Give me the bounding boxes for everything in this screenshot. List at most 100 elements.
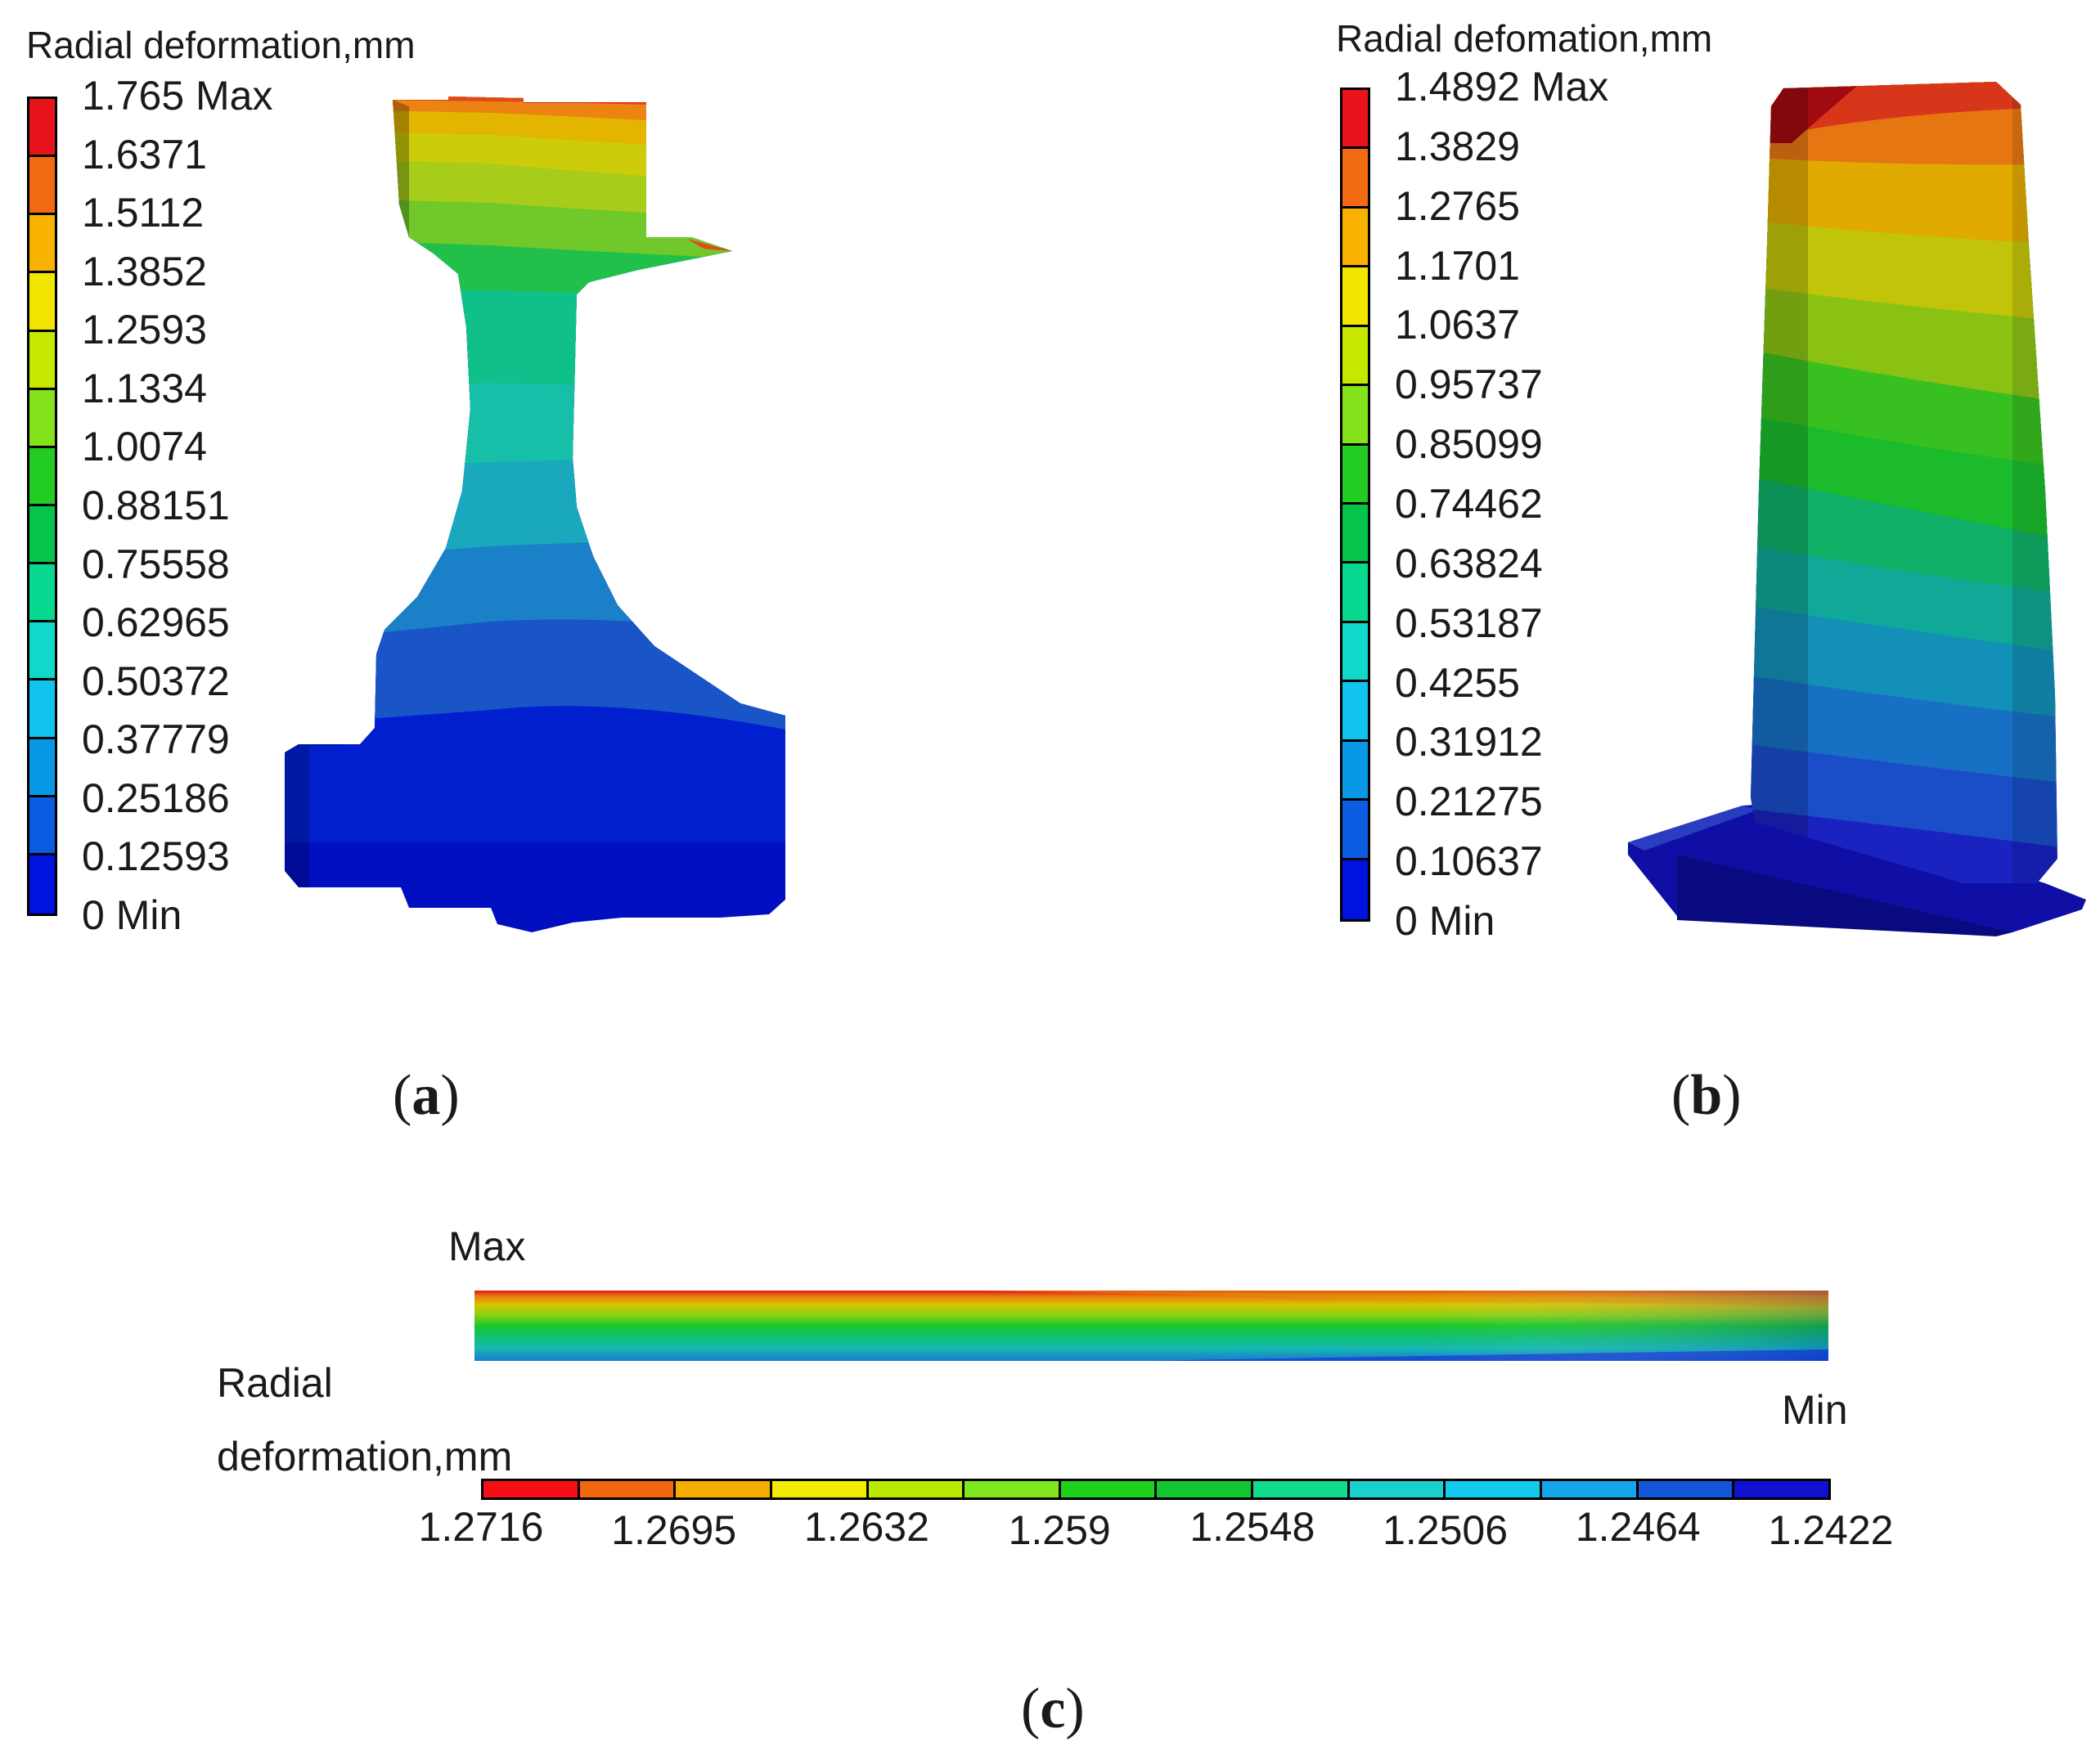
legend-tick-label: 1.2695 xyxy=(611,1507,737,1553)
legend-color-band xyxy=(771,1481,869,1497)
panel-c-max-label: Max xyxy=(448,1223,526,1269)
legend-tick-label: 1.0074 xyxy=(82,424,207,470)
panel-c-legend-title-line2: deformation,mm xyxy=(217,1434,513,1479)
legend-tick-label: 0.25186 xyxy=(82,774,230,821)
legend-color-band xyxy=(965,1481,1061,1497)
legend-tick-label: 1.1334 xyxy=(82,365,207,411)
legend-tick-label: 1.2506 xyxy=(1383,1507,1509,1553)
legend-tick-label: 0.21275 xyxy=(1395,779,1543,825)
legend-tick-label: 1.2548 xyxy=(1189,1504,1315,1550)
panel-a-caption: (a) xyxy=(393,1063,460,1129)
legend-color-band xyxy=(1446,1481,1543,1497)
legend-tick-label: 0.10637 xyxy=(1395,838,1543,885)
legend-tick-label: 0.74462 xyxy=(1395,481,1543,527)
legend-color-band xyxy=(29,506,55,565)
legend-color-band xyxy=(1342,90,1368,150)
panel-c-min-label: Min xyxy=(1782,1387,1848,1433)
legend-tick-label: 0 Min xyxy=(1395,898,1495,944)
caption-paren-open: ( xyxy=(393,1064,412,1127)
legend-color-band xyxy=(1349,1481,1446,1497)
panel-c-caption: (c) xyxy=(1021,1677,1085,1742)
legend-tick-label: 0.12593 xyxy=(82,833,230,880)
legend-color-band xyxy=(1342,860,1368,919)
legend-tick-label: 1.5112 xyxy=(82,190,205,236)
legend-color-band xyxy=(29,273,55,332)
legend-tick-label: 1.3852 xyxy=(82,248,207,294)
legend-color-band xyxy=(1734,1481,1828,1497)
legend-tick-label: 0.85099 xyxy=(1395,421,1543,468)
caption-paren-open: ( xyxy=(1021,1677,1041,1740)
legend-tick-label: 0.37779 xyxy=(82,716,230,763)
legend-tick-label: 1.2632 xyxy=(803,1504,929,1550)
legend-tick-label: 0.53187 xyxy=(1395,599,1543,646)
legend-tick-label: 1.2765 xyxy=(1395,182,1520,229)
legend-color-band xyxy=(1342,563,1368,623)
legend-color-band xyxy=(1342,445,1368,505)
legend-tick-label: 1.2593 xyxy=(82,307,207,353)
panel-a-legend-title: Radial deformation,mm xyxy=(26,24,416,66)
legend-tick-label: 1.2422 xyxy=(1768,1507,1894,1553)
legend-color-band xyxy=(1342,741,1368,801)
legend-tick-label: 1.1701 xyxy=(1395,242,1520,289)
legend-tick-label: 0.63824 xyxy=(1395,540,1543,586)
legend-color-band xyxy=(1342,149,1368,209)
legend-tick-label: 1.4892 Max xyxy=(1395,64,1609,110)
legend-color-band xyxy=(29,331,55,390)
legend-tick-label: 0.75558 xyxy=(82,541,230,587)
caption-letter: b xyxy=(1690,1064,1723,1127)
legend-color-band xyxy=(1342,386,1368,446)
legend-color-band xyxy=(29,157,55,216)
legend-tick-label: 1.2716 xyxy=(418,1504,544,1550)
legend-color-band xyxy=(1342,208,1368,268)
legend-color-band xyxy=(29,680,55,739)
legend-color-band xyxy=(29,739,55,797)
legend-tick-label: 0.95737 xyxy=(1395,361,1543,408)
panel-b-legend-title: Radial defomation,mm xyxy=(1336,17,1713,60)
legend-tick-label: 1.6371 xyxy=(82,131,207,177)
legend-color-band xyxy=(483,1481,580,1497)
legend-color-band xyxy=(1342,682,1368,742)
legend-tick-label: 0.4255 xyxy=(1395,659,1520,706)
legend-color-band xyxy=(1342,622,1368,683)
legend-color-band xyxy=(29,564,55,623)
caption-paren-close: ) xyxy=(1065,1677,1085,1740)
legend-tick-label: 0.50372 xyxy=(82,658,230,704)
legend-color-band xyxy=(1638,1481,1735,1497)
legend-color-band xyxy=(29,855,55,914)
legend-tick-label: 0.31912 xyxy=(1395,719,1543,766)
legend-tick-label: 0.62965 xyxy=(82,599,230,646)
caption-letter: c xyxy=(1040,1677,1066,1740)
legend-color-band xyxy=(579,1481,677,1497)
legend-tick-label: 1.259 xyxy=(1008,1507,1111,1553)
legend-tick-label: 1.2464 xyxy=(1575,1504,1701,1550)
legend-color-band xyxy=(1157,1481,1254,1497)
caption-paren-close: ) xyxy=(440,1064,460,1127)
legend-color-band xyxy=(1342,505,1368,564)
legend-color-band xyxy=(29,389,55,448)
legend-color-band xyxy=(29,99,55,158)
legend-color-band xyxy=(29,215,55,274)
legend-color-band xyxy=(29,797,55,855)
legend-tick-label: 1.765 Max xyxy=(82,73,273,119)
legend-color-band xyxy=(1342,267,1368,327)
panel-a-color-legend xyxy=(27,97,57,916)
legend-color-band xyxy=(1253,1481,1350,1497)
legend-color-band xyxy=(29,447,55,506)
legend-color-band xyxy=(676,1481,772,1497)
panel-b-color-legend xyxy=(1340,88,1370,922)
legend-color-band xyxy=(1342,801,1368,860)
panel-c-color-legend xyxy=(481,1479,1831,1500)
panel-c-legend-title-line1: Radial xyxy=(217,1360,333,1406)
legend-tick-label: 1.3829 xyxy=(1395,123,1520,169)
legend-tick-label: 1.0637 xyxy=(1395,302,1520,348)
legend-color-band xyxy=(868,1481,965,1497)
caption-paren-open: ( xyxy=(1671,1064,1691,1127)
legend-color-band xyxy=(1060,1481,1158,1497)
legend-tick-label: 0 Min xyxy=(82,892,182,938)
caption-paren-close: ) xyxy=(1722,1064,1742,1127)
legend-color-band xyxy=(1542,1481,1639,1497)
legend-tick-label: 0.88151 xyxy=(82,483,230,528)
panel-b-caption: (b) xyxy=(1671,1063,1742,1129)
